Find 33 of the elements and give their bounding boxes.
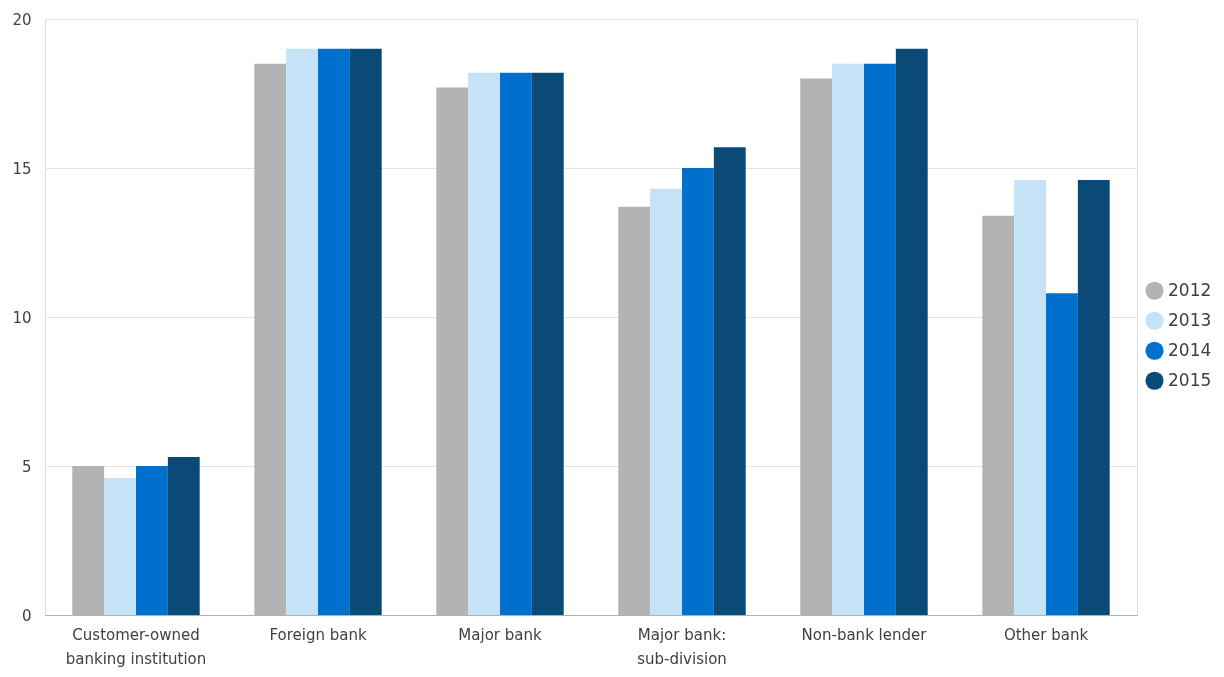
x-tick-label: Non-bank lender bbox=[801, 625, 928, 644]
bar bbox=[136, 466, 168, 615]
bar bbox=[349, 48, 382, 615]
legend-label: 2013 bbox=[1168, 309, 1212, 330]
bar bbox=[1046, 293, 1078, 615]
bar bbox=[864, 63, 896, 615]
x-tick-label: Foreign bank bbox=[269, 625, 367, 644]
y-tick-label: 15 bbox=[12, 159, 32, 178]
bar bbox=[832, 63, 864, 615]
bar bbox=[468, 72, 500, 615]
y-tick-label: 10 bbox=[12, 308, 32, 327]
y-tick-label: 5 bbox=[21, 457, 32, 476]
legend-label: 2012 bbox=[1168, 279, 1212, 300]
x-tick-label: Other bank bbox=[1003, 625, 1089, 644]
y-tick-label: 0 bbox=[21, 606, 32, 625]
legend-label: 2015 bbox=[1168, 369, 1212, 390]
bar bbox=[1077, 179, 1110, 615]
bar bbox=[318, 48, 350, 615]
bar bbox=[682, 168, 714, 615]
legend-label: 2014 bbox=[1168, 339, 1212, 360]
bar bbox=[104, 477, 136, 615]
bar bbox=[713, 147, 746, 615]
bar bbox=[500, 72, 532, 615]
bar bbox=[895, 48, 928, 615]
bar bbox=[167, 457, 200, 615]
bar bbox=[286, 48, 318, 615]
x-tick-label: Customer-owned banking institution bbox=[65, 625, 207, 668]
y-tick-label: 20 bbox=[12, 10, 32, 29]
x-tick-label: Major bank bbox=[458, 625, 542, 644]
x-tick-label: Major bank: sub-division bbox=[637, 625, 727, 668]
bar bbox=[650, 188, 682, 615]
bar bbox=[531, 72, 564, 615]
bar bbox=[1014, 179, 1046, 615]
